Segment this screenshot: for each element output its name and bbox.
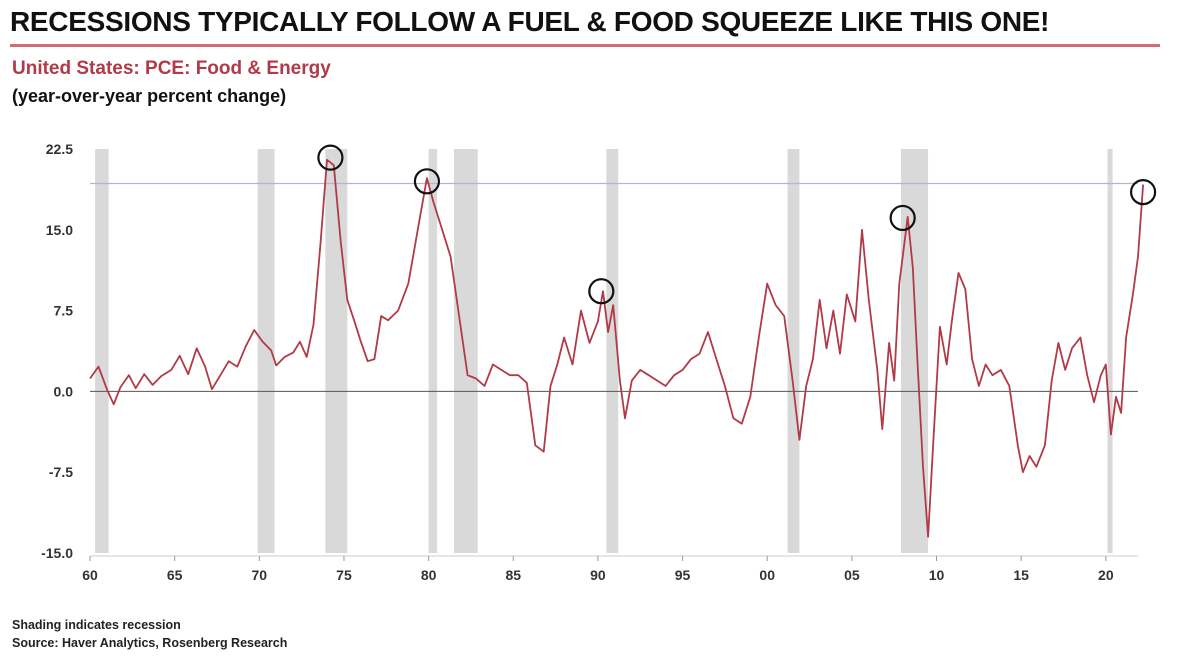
x-tick-label: 65 [167,567,183,583]
recession-band [454,149,478,553]
peak-circle [413,168,441,195]
y-tick-label: 7.5 [54,303,74,319]
y-tick-label: -15.0 [41,545,73,561]
y-tick-label: 15.0 [46,222,73,238]
recession-band [257,149,275,553]
recession-note: Shading indicates recession [12,618,181,632]
series-line-layer [89,158,1144,538]
x-tick-label: 20 [1098,567,1114,583]
peak-circle [1129,178,1157,206]
recession-band [428,149,438,553]
x-tick-label: 05 [844,567,860,583]
recession-band [325,149,348,553]
recession-band [787,149,800,553]
x-tick-label: 15 [1013,567,1029,583]
tick-labels: 60 65 70 75 80 85 90 95 00 05 10 15 20 -15.0 -7.5 0.0 7.… [41,141,1114,583]
x-tick-label: 80 [421,567,437,583]
x-tick-label: 00 [759,567,775,583]
title-rule [10,44,1160,47]
recession-band [95,149,109,553]
x-tick-label: 85 [505,567,521,583]
peak-circle [317,144,344,171]
source-note: Source: Haver Analytics, Rosenberg Resea… [12,636,288,650]
y-tick-label: 0.0 [54,383,74,399]
chart-subtitle: (year-over-year percent change) [12,86,287,106]
x-tick-label: 60 [82,567,98,583]
x-tick-label: 95 [675,567,691,583]
recession-band [1107,149,1113,553]
y-tick-label: -7.5 [49,464,73,480]
y-tick-label: 22.5 [46,141,73,157]
x-tick-label: 75 [336,567,352,583]
series-line [89,158,1144,538]
axes [89,182,1138,561]
x-tick-label: 90 [590,567,606,583]
chart-title: United States: PCE: Food & Energy [12,58,331,79]
recession-bands [95,149,1113,553]
peak-circle [588,278,615,305]
peak-circle [889,204,916,232]
recession-band [606,149,619,553]
x-tick-label: 70 [252,567,268,583]
headline: RECESSIONS TYPICALLY FOLLOW A FUEL & FOO… [10,6,1050,37]
x-tick-label: 10 [929,567,945,583]
peak-markers [317,144,1157,305]
